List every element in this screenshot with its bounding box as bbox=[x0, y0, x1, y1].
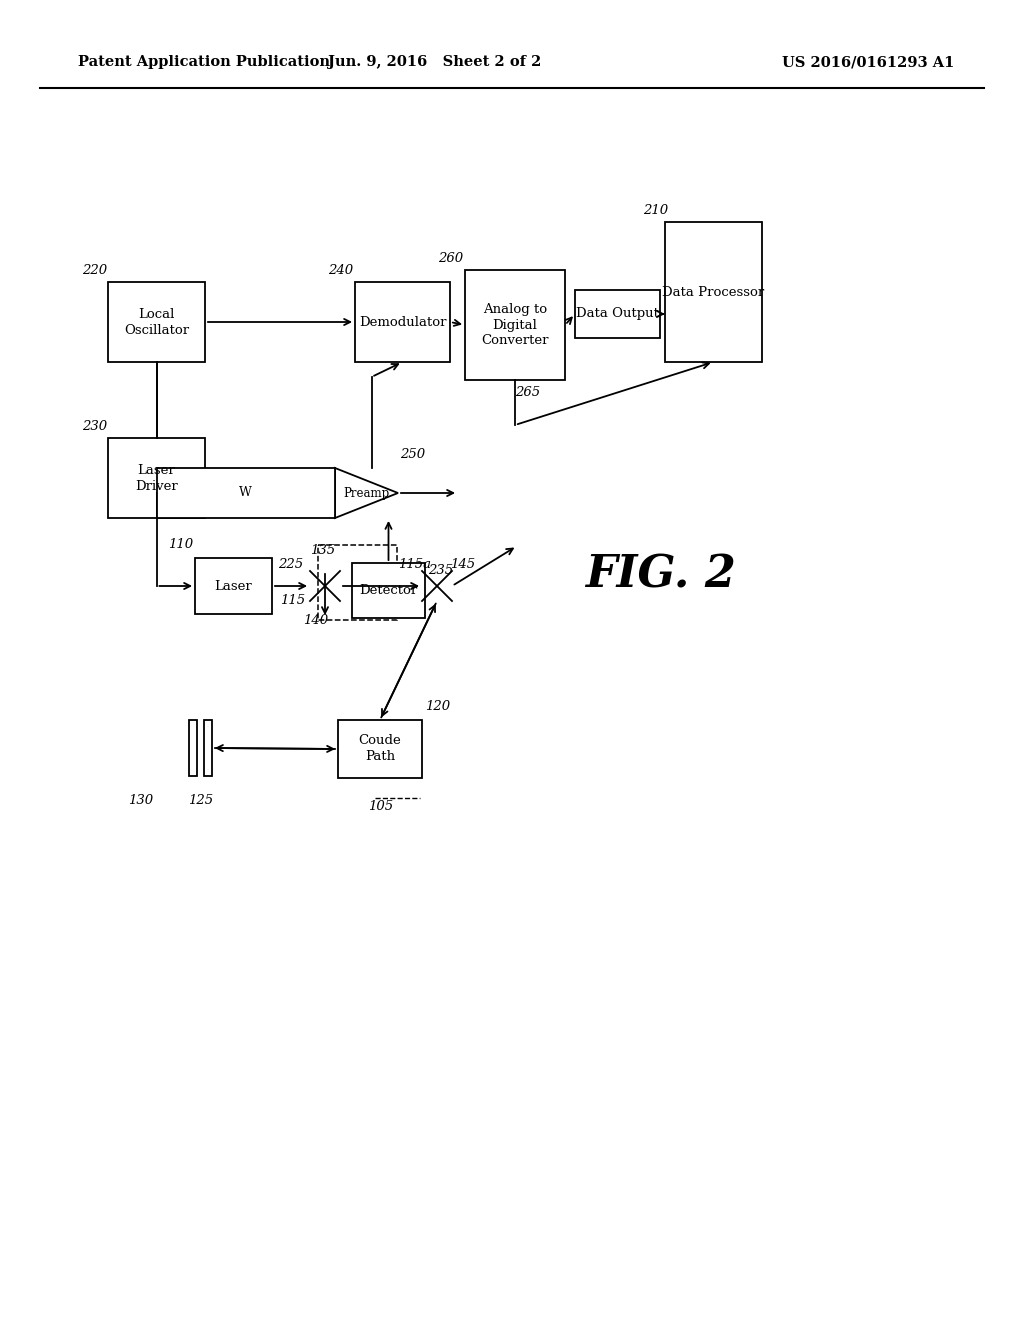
Text: US 2016/0161293 A1: US 2016/0161293 A1 bbox=[781, 55, 954, 69]
Text: 265: 265 bbox=[515, 385, 540, 399]
Bar bbox=[108, 282, 205, 362]
Text: Data Output: Data Output bbox=[577, 308, 658, 321]
Text: 210: 210 bbox=[643, 203, 668, 216]
Text: Demodulator: Demodulator bbox=[358, 315, 446, 329]
Bar bbox=[189, 719, 197, 776]
Text: Detector: Detector bbox=[359, 583, 418, 597]
Bar bbox=[204, 719, 212, 776]
Bar bbox=[665, 222, 762, 362]
Text: 115: 115 bbox=[280, 594, 305, 606]
Text: Data Processor: Data Processor bbox=[663, 285, 765, 298]
Text: Preamp: Preamp bbox=[343, 487, 389, 499]
Text: 250: 250 bbox=[400, 449, 425, 462]
Text: 130: 130 bbox=[128, 793, 154, 807]
Text: Coude
Path: Coude Path bbox=[358, 734, 401, 763]
Text: Laser: Laser bbox=[215, 579, 252, 593]
Bar bbox=[355, 282, 450, 362]
Text: 115a: 115a bbox=[398, 558, 431, 572]
Text: FIG. 2: FIG. 2 bbox=[585, 553, 735, 597]
Bar bbox=[465, 271, 565, 380]
Bar bbox=[352, 564, 425, 618]
Bar bbox=[338, 719, 422, 777]
Text: Laser
Driver: Laser Driver bbox=[135, 463, 178, 492]
Text: 105: 105 bbox=[368, 800, 393, 813]
Text: Patent Application Publication: Patent Application Publication bbox=[78, 55, 330, 69]
Polygon shape bbox=[335, 469, 398, 517]
Text: Local
Oscillator: Local Oscillator bbox=[124, 308, 189, 337]
Bar bbox=[108, 438, 205, 517]
Text: 145: 145 bbox=[450, 558, 475, 572]
Text: 235: 235 bbox=[428, 564, 454, 577]
Text: 120: 120 bbox=[425, 701, 451, 714]
Text: 260: 260 bbox=[438, 252, 463, 264]
Text: 135: 135 bbox=[310, 544, 335, 557]
Bar bbox=[195, 558, 272, 614]
Text: Jun. 9, 2016   Sheet 2 of 2: Jun. 9, 2016 Sheet 2 of 2 bbox=[329, 55, 542, 69]
Text: 220: 220 bbox=[82, 264, 108, 276]
Text: 240: 240 bbox=[328, 264, 353, 276]
Bar bbox=[318, 545, 397, 620]
Text: 110: 110 bbox=[168, 539, 194, 552]
Text: W: W bbox=[240, 487, 252, 499]
Bar bbox=[575, 290, 660, 338]
Text: Analog to
Digital
Converter: Analog to Digital Converter bbox=[481, 302, 549, 347]
Text: 230: 230 bbox=[82, 420, 108, 433]
Text: 125: 125 bbox=[188, 793, 213, 807]
Text: 225: 225 bbox=[278, 558, 303, 572]
Bar bbox=[157, 469, 335, 517]
Text: 140: 140 bbox=[303, 614, 328, 627]
